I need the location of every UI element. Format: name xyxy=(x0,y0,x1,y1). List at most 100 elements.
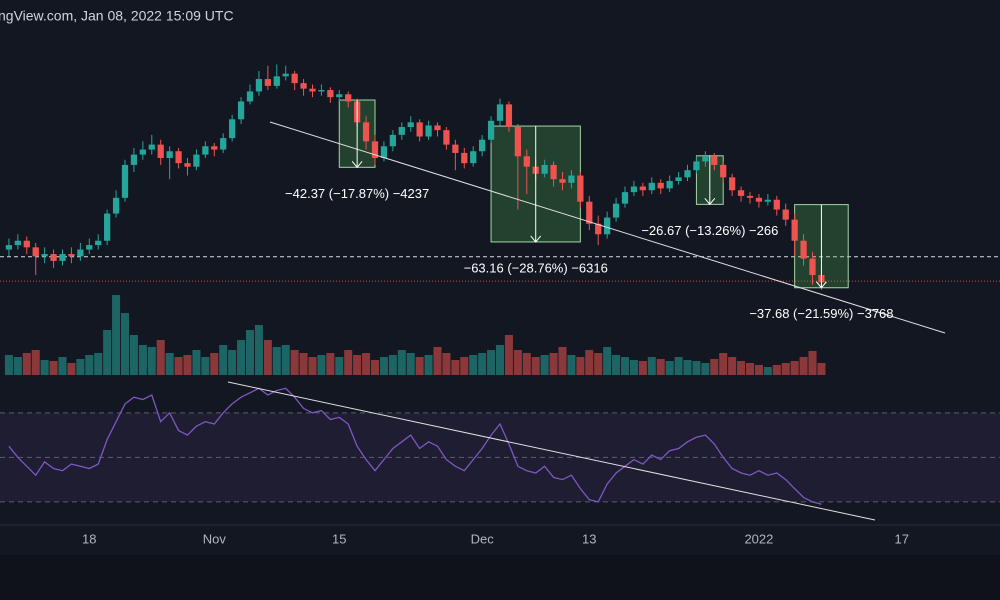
candle-body xyxy=(86,245,93,250)
candle-body xyxy=(246,91,254,102)
measure-arrowhead xyxy=(351,160,363,169)
candle-body xyxy=(157,144,164,159)
volume-bar xyxy=(129,335,138,375)
candle-body xyxy=(202,146,209,155)
volume-bar xyxy=(558,347,567,375)
volume-bar xyxy=(201,357,210,375)
volume-bar xyxy=(76,359,85,375)
candle-body xyxy=(291,73,298,84)
candle-body xyxy=(5,245,13,250)
x-tick-label: 15 xyxy=(332,531,346,546)
volume-bar xyxy=(317,355,326,375)
volume-bar xyxy=(469,355,478,375)
volume-bar xyxy=(737,361,746,375)
volume-bar xyxy=(22,353,31,375)
measure-arrowhead xyxy=(816,281,827,289)
candle-body xyxy=(32,247,39,257)
candle-body xyxy=(800,240,807,259)
candle-body xyxy=(693,161,700,171)
measure-label: −26.67 (−13.26%) −266 xyxy=(641,223,778,238)
volume-bar xyxy=(308,357,317,375)
volume-bar xyxy=(210,353,219,375)
candle-body xyxy=(586,201,593,224)
volume-bar xyxy=(245,330,255,375)
candle-body xyxy=(773,199,780,210)
candle-body xyxy=(148,144,155,150)
candle-body xyxy=(443,130,450,145)
measure-label: −63.16 (−28.76%) −6316 xyxy=(464,260,608,275)
candle-body xyxy=(112,197,120,214)
candle-body xyxy=(720,164,727,178)
volume-bar xyxy=(504,335,513,375)
volume-bar xyxy=(728,357,737,375)
rsi-trend-line xyxy=(227,381,876,521)
candle-body xyxy=(434,125,441,131)
volume-bar xyxy=(772,365,781,375)
candle-body xyxy=(702,156,709,162)
volume-bar xyxy=(40,360,49,375)
candle-body xyxy=(318,90,325,92)
volume-bar xyxy=(112,295,121,375)
volume-bar xyxy=(424,355,433,375)
candle-body xyxy=(746,195,754,198)
candle-body xyxy=(648,182,655,191)
annotations: −42.37 (−17.87%) −4237 −63.16 (−28.76%) −… xyxy=(285,100,894,321)
volume-bar xyxy=(603,347,612,375)
rsi-pane xyxy=(0,387,1000,505)
volume-bar xyxy=(388,355,397,375)
trend-line xyxy=(269,121,946,334)
candle-body xyxy=(336,94,343,98)
volume-bar xyxy=(656,359,665,375)
candle-body xyxy=(184,163,191,167)
volume-bar xyxy=(745,363,755,375)
header-text: ngView.com, Jan 08, 2022 15:09 UTC xyxy=(0,8,234,24)
candle-body xyxy=(68,254,75,257)
candle-body xyxy=(95,240,102,246)
volume-bar xyxy=(174,357,183,375)
volume-bar xyxy=(612,355,621,375)
volume-bar xyxy=(58,357,67,375)
candle-body xyxy=(104,213,111,241)
volume-bar xyxy=(790,361,799,375)
volume-bar xyxy=(281,345,290,375)
volume-bar xyxy=(344,350,353,375)
candle-body xyxy=(264,79,271,86)
x-tick-label: Dec xyxy=(471,531,495,546)
candle-body xyxy=(630,186,638,193)
volume-bar xyxy=(433,347,442,375)
candle-body xyxy=(559,179,566,183)
candle-body xyxy=(675,177,682,181)
candle-body xyxy=(389,134,396,147)
candle-body xyxy=(657,182,664,189)
volume-bar xyxy=(120,313,130,375)
volume-bar xyxy=(487,350,496,375)
candle-body xyxy=(300,83,307,89)
volume-bar xyxy=(67,363,76,375)
candle-body xyxy=(496,104,504,121)
volume-bar xyxy=(576,357,585,375)
volume-bar xyxy=(531,357,540,375)
volume-bar xyxy=(451,360,460,375)
candle-body xyxy=(737,190,745,196)
x-tick-label: 17 xyxy=(895,531,909,546)
volume-bar xyxy=(228,350,237,375)
footer xyxy=(0,555,1000,600)
candle-body xyxy=(764,199,771,202)
volume-bar xyxy=(362,353,371,375)
candle-body xyxy=(121,164,129,198)
x-tick-label: 2022 xyxy=(744,531,773,546)
candle-body xyxy=(362,122,370,142)
candle-body xyxy=(791,219,798,241)
candle-body xyxy=(407,122,414,128)
candle-body xyxy=(193,154,200,167)
candle-body xyxy=(130,154,138,165)
volume-bar xyxy=(442,353,451,375)
volume-bar xyxy=(370,360,380,375)
candle-body xyxy=(416,122,423,137)
candle-body xyxy=(612,203,620,218)
candle-body xyxy=(782,209,789,220)
volume-bar xyxy=(540,355,549,375)
volume-bar xyxy=(254,325,263,375)
x-tick-label: 18 xyxy=(82,531,96,546)
volume-bar xyxy=(415,357,424,375)
